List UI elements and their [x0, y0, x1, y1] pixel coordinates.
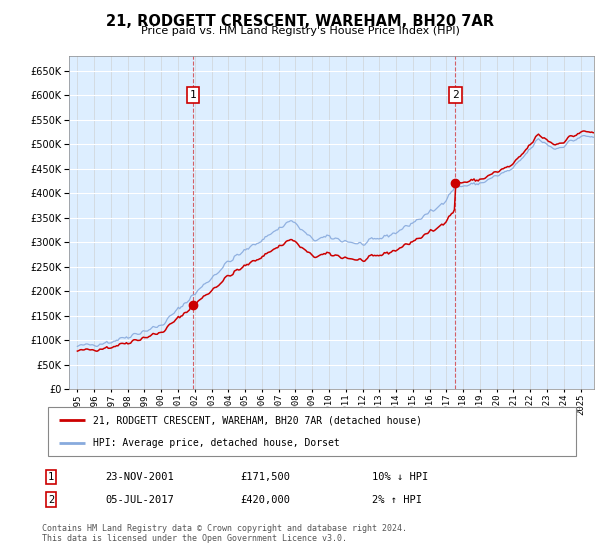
Text: Contains HM Land Registry data © Crown copyright and database right 2024.
This d: Contains HM Land Registry data © Crown c…	[42, 524, 407, 543]
Text: 21, RODGETT CRESCENT, WAREHAM, BH20 7AR: 21, RODGETT CRESCENT, WAREHAM, BH20 7AR	[106, 14, 494, 29]
Text: 2: 2	[452, 90, 459, 100]
Text: £420,000: £420,000	[240, 494, 290, 505]
Text: 21, RODGETT CRESCENT, WAREHAM, BH20 7AR (detached house): 21, RODGETT CRESCENT, WAREHAM, BH20 7AR …	[93, 416, 422, 426]
Text: 1: 1	[190, 90, 196, 100]
Text: 05-JUL-2017: 05-JUL-2017	[105, 494, 174, 505]
Text: 2: 2	[48, 494, 54, 505]
FancyBboxPatch shape	[48, 407, 576, 456]
Text: 1: 1	[48, 472, 54, 482]
Text: 2% ↑ HPI: 2% ↑ HPI	[372, 494, 422, 505]
Text: 10% ↓ HPI: 10% ↓ HPI	[372, 472, 428, 482]
Text: HPI: Average price, detached house, Dorset: HPI: Average price, detached house, Dors…	[93, 438, 340, 448]
Text: Price paid vs. HM Land Registry's House Price Index (HPI): Price paid vs. HM Land Registry's House …	[140, 26, 460, 36]
Text: £171,500: £171,500	[240, 472, 290, 482]
Text: 23-NOV-2001: 23-NOV-2001	[105, 472, 174, 482]
